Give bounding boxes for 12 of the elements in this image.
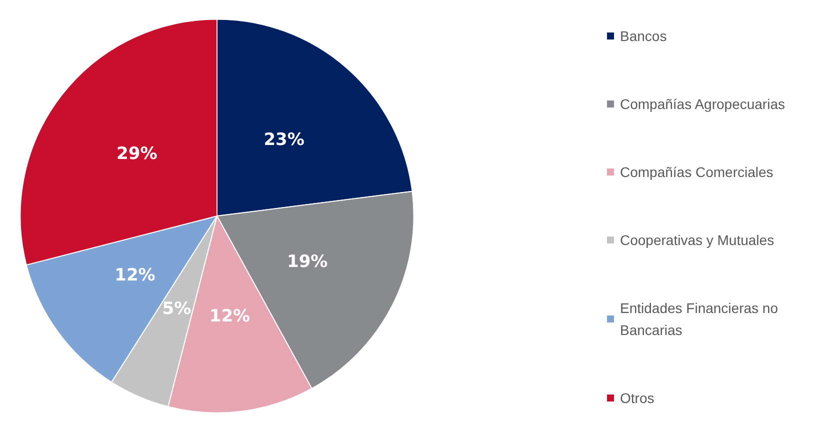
data-label: 12% [209, 306, 250, 327]
data-label: 19% [286, 252, 328, 272]
data-label: 5% [162, 299, 192, 320]
legend-label: Bancos [620, 28, 667, 44]
legend-label: Otros [620, 390, 654, 406]
data-label: 23% [264, 130, 304, 150]
data-label: 29% [116, 144, 158, 164]
data-label: 12% [114, 266, 156, 286]
legend-label: Cooperativas y Mutuales [620, 232, 774, 248]
legend-label: Compañías Agropecuarias [620, 96, 785, 112]
legend-label: Entidades Financieras no Bancarias [620, 300, 782, 338]
legend-label: Compañías Comerciales [620, 164, 774, 180]
